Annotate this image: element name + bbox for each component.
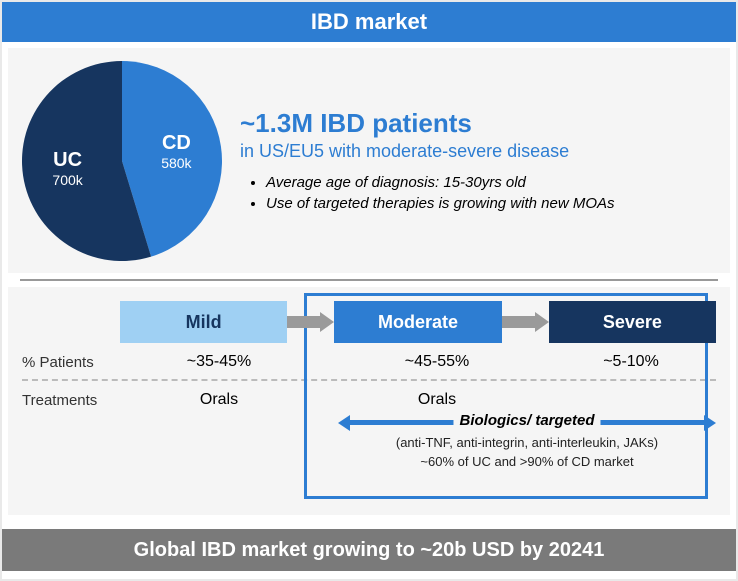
biologics-row: Biologics/ targeted (120, 415, 716, 431)
severity-stages-row: Mild Moderate Severe (120, 301, 716, 343)
patients-label: % Patients (22, 354, 110, 371)
pie-chart: CD580k UC700k (22, 61, 222, 261)
divider (20, 279, 718, 281)
biologics-arrow-icon: Biologics/ targeted (338, 415, 716, 431)
top-panel: CD580k UC700k ~1.3M IBD patients in US/EU… (8, 48, 730, 273)
treatments-label: Treatments (22, 392, 110, 409)
stats-bullets: Average age of diagnosis: 15-30yrs oldUs… (240, 172, 716, 214)
footer-bar: Global IBD market growing to ~20b USD by… (2, 529, 736, 571)
tx-mild: Orals (110, 391, 328, 409)
severity-panel: MildModerateSevere % Patients ~35-45%~45… (8, 287, 730, 515)
arrow-right-icon (287, 312, 334, 332)
arrow-right-icon (502, 312, 549, 332)
pct-mild: ~35-45% (110, 353, 328, 371)
stats-headline: ~1.3M IBD patients (240, 108, 716, 139)
severity-moderate: Moderate (334, 301, 501, 343)
severity-mild: Mild (120, 301, 287, 343)
stat-bullet: Average age of diagnosis: 15-30yrs old (266, 172, 716, 193)
stat-bullet: Use of targeted therapies is growing wit… (266, 193, 716, 214)
stats-subhead: in US/EU5 with moderate-severe disease (240, 141, 716, 162)
stats-block: ~1.3M IBD patients in US/EU5 with modera… (240, 108, 716, 214)
pie-label-cd: CD580k (146, 132, 206, 171)
biologics-label: Biologics/ targeted (453, 412, 600, 429)
header-title: IBD market (311, 9, 427, 35)
footer-text: Global IBD market growing to ~20b USD by… (134, 539, 605, 562)
severity-severe: Severe (549, 301, 716, 343)
pie-label-uc: UC700k (38, 149, 98, 188)
header-bar: IBD market (2, 2, 736, 42)
